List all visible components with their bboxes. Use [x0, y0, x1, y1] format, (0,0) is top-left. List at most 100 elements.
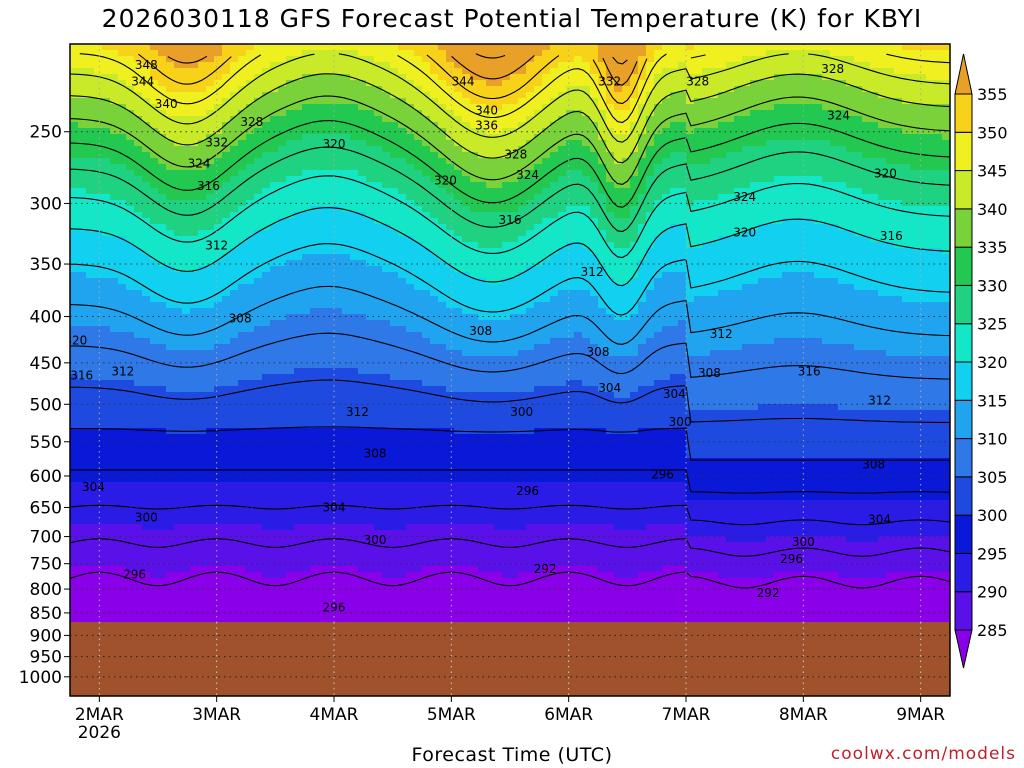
x-tick-label: 2MAR — [75, 705, 124, 725]
isentrope-296 — [70, 469, 950, 494]
y-tick-label: 900 — [30, 626, 62, 646]
colorbar-label: 325 — [977, 315, 1008, 334]
y-tick-label: 750 — [30, 555, 62, 575]
contour-label: 340 — [475, 104, 498, 118]
contour-label: 300 — [364, 533, 387, 547]
colorbar-label: 295 — [977, 544, 1008, 563]
plot-frame — [69, 43, 951, 697]
x-tick-label: 7MAR — [662, 705, 711, 725]
contour-label: 308 — [587, 345, 610, 359]
contour-label: 308 — [229, 312, 252, 326]
contour-label: 328 — [686, 74, 709, 88]
colorbar-label: 315 — [977, 391, 1008, 410]
contour-label: 344 — [452, 74, 475, 88]
isentrope-352 — [138, 53, 648, 105]
contour-label: 312 — [346, 405, 369, 419]
colorbar-swatch — [954, 399, 973, 440]
contour-label: 312 — [205, 239, 228, 253]
contour-label: 304 — [663, 387, 686, 401]
contour-label: 312 — [710, 327, 733, 341]
contour-label: 300 — [792, 535, 815, 549]
x-axis-label: Forecast Time (UTC) — [411, 744, 613, 766]
y-tick-label: 550 — [30, 433, 62, 453]
y-tick-label: 1000 — [19, 668, 62, 688]
x-tick-label: 3MAR — [192, 705, 241, 725]
y-tick-label: 500 — [30, 395, 62, 415]
contour-label: 296 — [516, 484, 539, 498]
y-tick-label: 300 — [30, 194, 62, 214]
x-tick-label: 8MAR — [779, 705, 828, 725]
colorbar-label: 330 — [977, 276, 1008, 295]
contour-label: 292 — [534, 562, 557, 576]
isentrope-344 — [70, 53, 950, 143]
y-tick-label: 250 — [30, 123, 62, 143]
contour-label: 296 — [651, 468, 674, 482]
colorbar-label: 335 — [977, 238, 1008, 257]
contour-label: 332 — [598, 74, 621, 88]
colorbar-label: 305 — [977, 468, 1008, 487]
isentrope-312 — [70, 285, 950, 345]
chart-title: 2026030118 GFS Forecast Potential Temper… — [101, 4, 923, 33]
colorbar-label: 355 — [977, 85, 1008, 104]
isentrope-316 — [70, 243, 950, 316]
y-tick-label: 600 — [30, 467, 62, 487]
y-tick-label: 950 — [30, 648, 62, 668]
potential-temperature-field — [70, 44, 950, 696]
colorbar-swatch — [954, 208, 973, 248]
colorbar-swatch — [954, 552, 973, 593]
y-tick-label: 400 — [30, 308, 62, 328]
isentrope-332 — [70, 120, 950, 208]
isentrope-348 — [79, 53, 950, 124]
contour-label: 328 — [240, 115, 263, 129]
colorbar-swatch — [954, 170, 973, 210]
contour-label: 348 — [135, 58, 158, 72]
colorbar-label: 310 — [977, 430, 1008, 449]
x-tick-label: 9MAR — [896, 705, 945, 725]
colorbar-swatch — [954, 361, 973, 401]
colorbar-label: 290 — [977, 583, 1008, 602]
contour-label: 320 — [733, 225, 756, 239]
colorbar-swatch — [954, 476, 973, 516]
contour-label: 308 — [469, 324, 492, 338]
contour-label: 296 — [323, 600, 346, 614]
contour-label: 316 — [880, 229, 903, 243]
isentrope-308 — [70, 332, 950, 380]
contour-label: 296 — [780, 552, 803, 566]
contour-label: 316 — [70, 369, 93, 383]
contour-label: 320 — [64, 333, 87, 347]
contour-label: 312 — [111, 364, 134, 378]
colorbar: 285 290 295 300 305 310 315 320 325 330 335 340 345 3… — [954, 53, 1008, 669]
colorbar-swatch — [954, 514, 973, 554]
contour-label: 304 — [82, 480, 105, 494]
isentrope-356 — [167, 55, 638, 86]
contour-label: 332 — [205, 136, 228, 150]
colorbar-swatch — [954, 131, 973, 172]
x-tick-label: 5MAR — [427, 705, 476, 725]
contour-label: 320 — [323, 137, 346, 151]
contour-label: 308 — [862, 458, 885, 472]
colorbar-label: 300 — [977, 506, 1008, 525]
colorbar-swatch — [954, 93, 973, 133]
colorbar-swatch — [954, 438, 973, 478]
y-tick-label: 450 — [30, 354, 62, 374]
isentrope-300 — [70, 426, 950, 461]
y-tick-label: 850 — [30, 604, 62, 624]
ground-surface — [70, 622, 950, 696]
isentrope-292 — [70, 504, 950, 526]
colorbar-swatch — [954, 246, 973, 286]
contour-label: 324 — [827, 109, 850, 123]
contour-label: 312 — [868, 393, 891, 407]
colorbar-swatch — [954, 323, 973, 363]
pressure-axis: 2503003504004505005506006507007508008509… — [19, 123, 70, 688]
contour-label: 324 — [516, 168, 539, 182]
x-tick-label: 6MAR — [544, 705, 593, 725]
contour-label: 304 — [323, 500, 346, 514]
contour-label: 308 — [698, 366, 721, 380]
source-credit: coolwx.com/models — [830, 744, 1016, 764]
colorbar-label: 350 — [977, 123, 1008, 142]
contour-label: 300 — [510, 405, 533, 419]
colorbar-swatch — [954, 591, 973, 631]
y-tick-label: 700 — [30, 528, 62, 548]
